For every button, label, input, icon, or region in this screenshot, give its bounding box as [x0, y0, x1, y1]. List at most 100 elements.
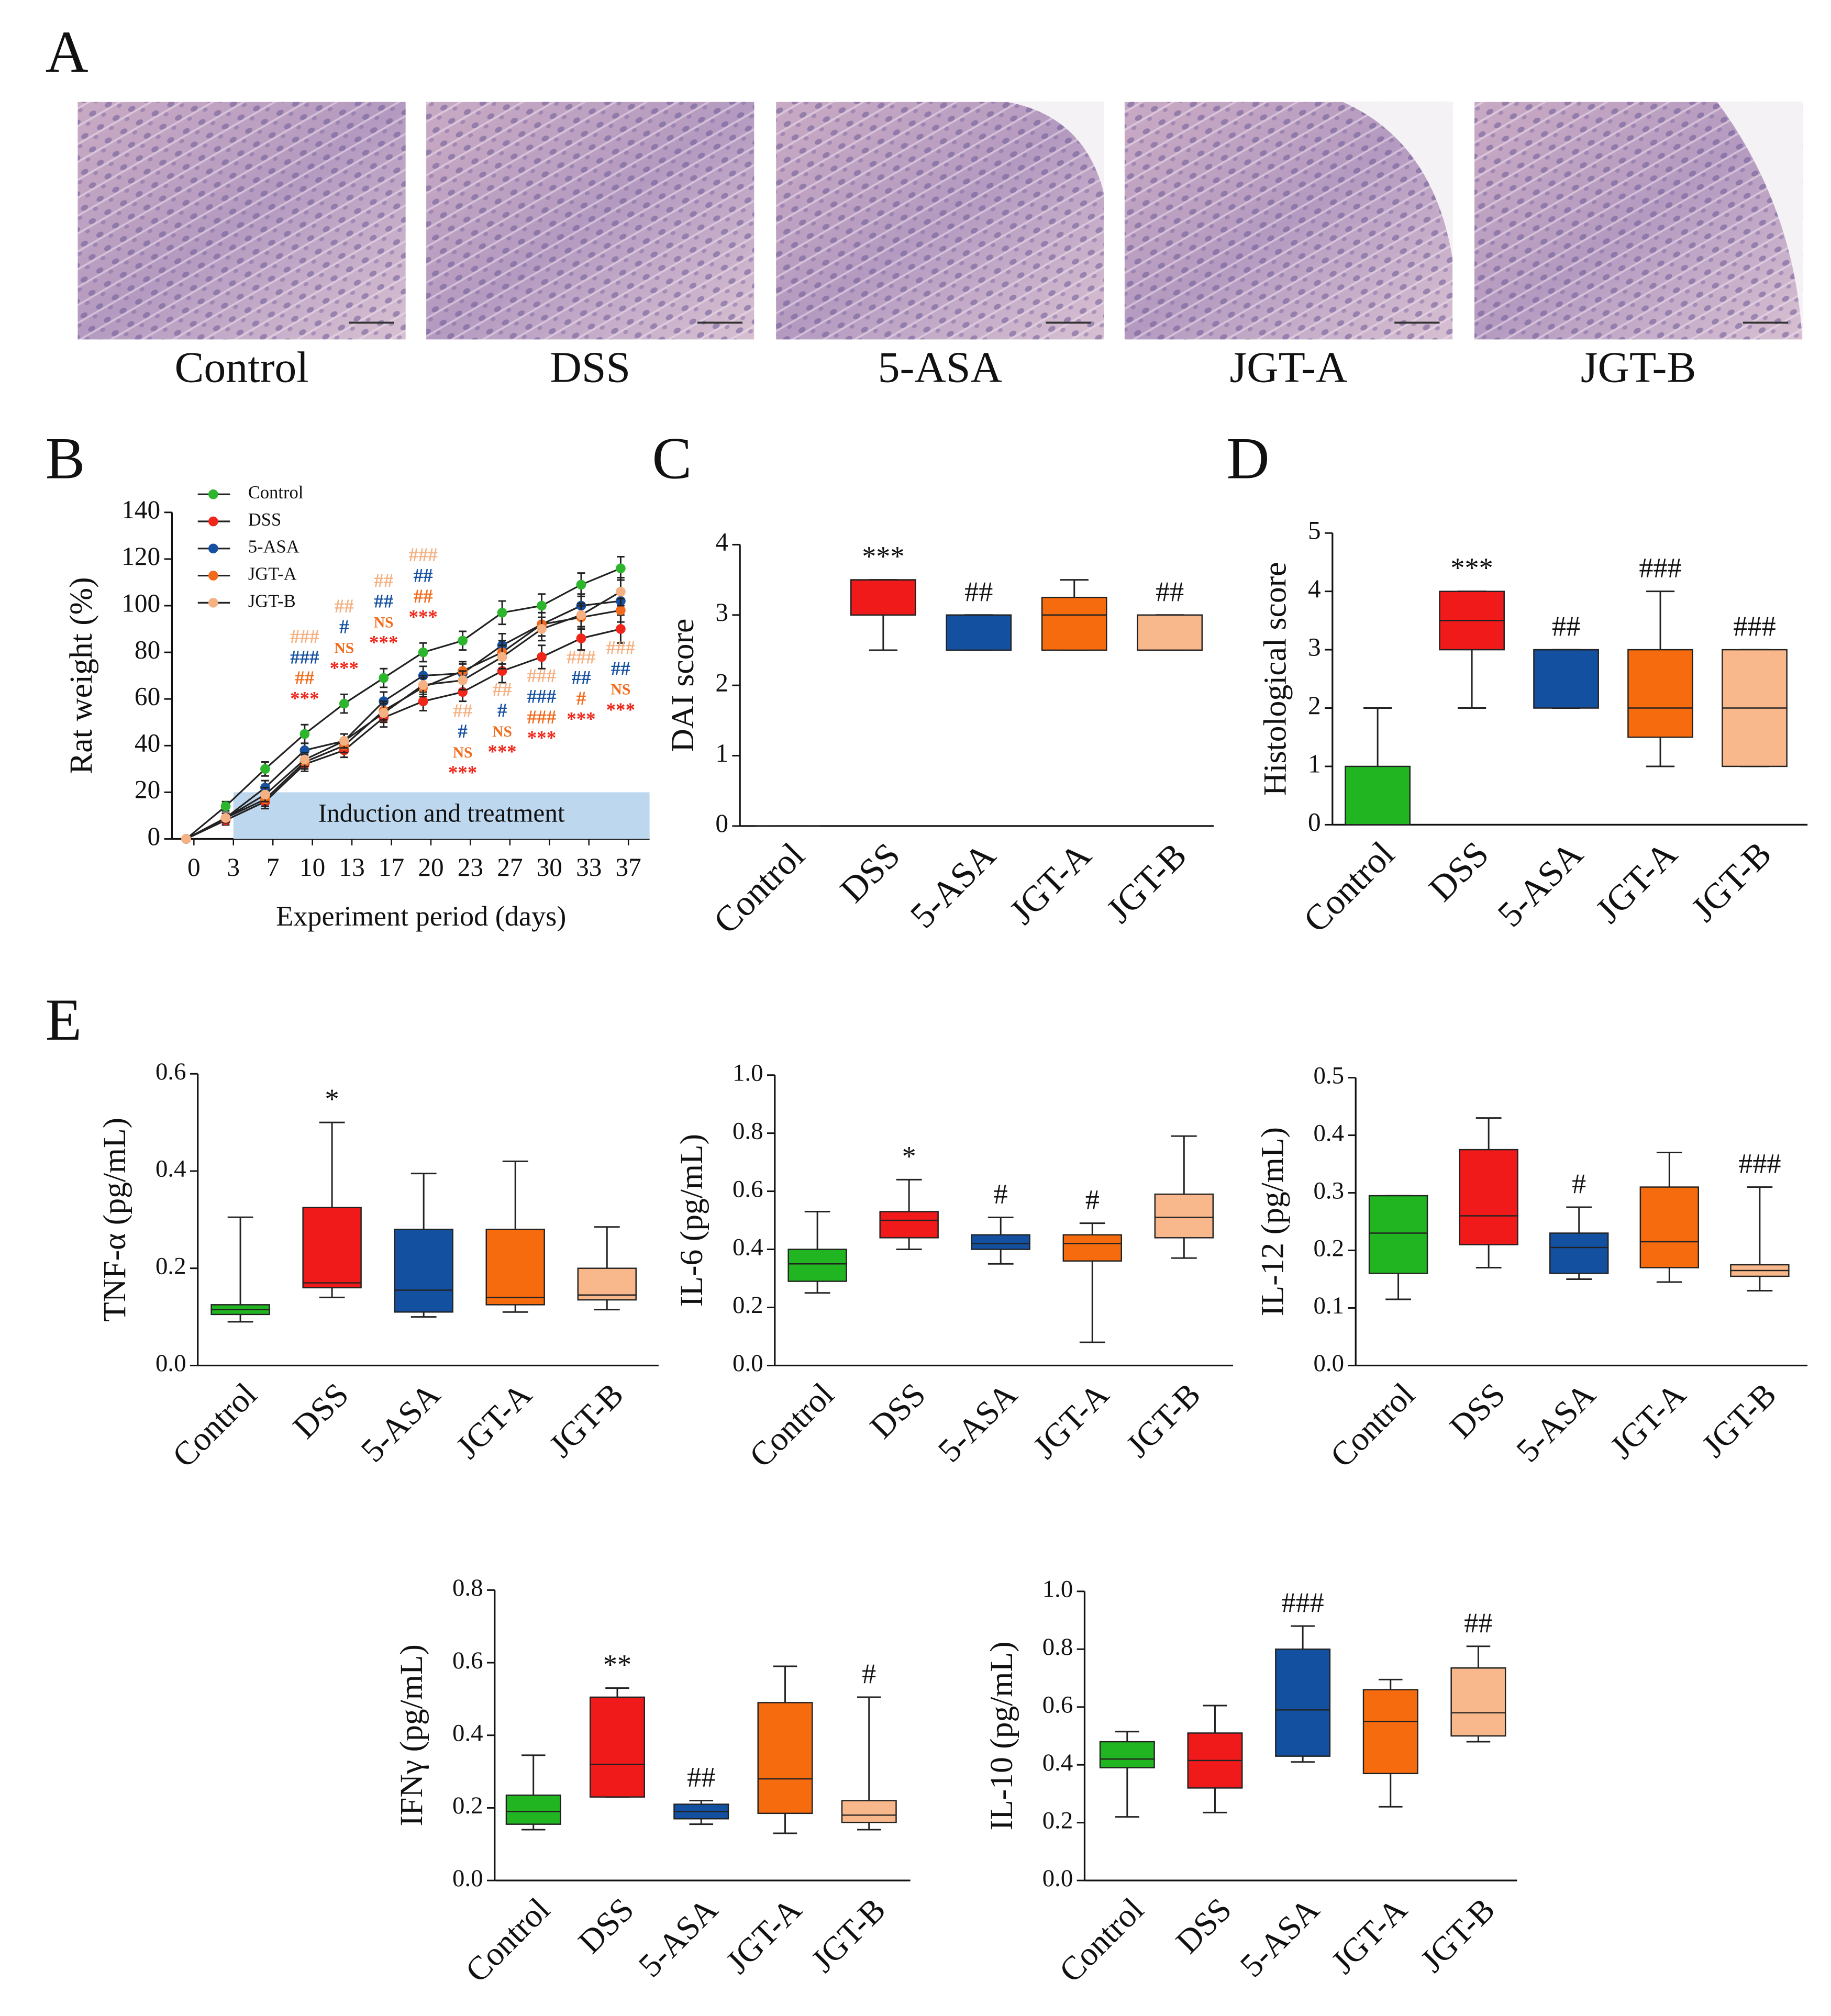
- significance-mark: #: [1572, 1168, 1586, 1199]
- point: [576, 580, 586, 590]
- y-tick-label: 1.0: [733, 1059, 763, 1086]
- legend-marker: [208, 543, 218, 554]
- x-tick-label: 23: [458, 853, 483, 882]
- significance-mark: *: [325, 1083, 339, 1115]
- legend-marker: [208, 516, 218, 527]
- y-tick-label: 2: [1308, 691, 1321, 720]
- y-tick-label: 60: [135, 682, 160, 711]
- significance-mark: ###: [1639, 552, 1681, 584]
- box: [1275, 1649, 1331, 1757]
- point: [616, 624, 626, 634]
- y-tick-label: 0.0: [1313, 1350, 1344, 1377]
- significance-mark: ##: [1156, 576, 1184, 607]
- significance-mark: ***: [862, 541, 904, 572]
- y-tick-label: 5: [1308, 516, 1321, 545]
- point: [458, 675, 468, 685]
- box: [302, 1207, 362, 1289]
- box: [1450, 1667, 1506, 1737]
- histology-label: Control: [174, 343, 308, 392]
- histology-image: [1474, 102, 1803, 340]
- significance-mark: NS: [611, 682, 630, 698]
- legend-label: 5-ASA: [248, 537, 299, 557]
- significance-mark: **: [603, 1649, 631, 1680]
- y-axis-label: IFNγ (pg/mL): [394, 1644, 429, 1826]
- y-axis-label: IL-12 (pg/mL): [1255, 1127, 1290, 1316]
- significance-mark: ##: [611, 658, 630, 679]
- significance-mark: ***: [330, 658, 359, 679]
- y-tick-label: 0.6: [733, 1175, 763, 1202]
- legend-label: DSS: [248, 510, 281, 530]
- legend-label: JGT-B: [248, 591, 296, 611]
- y-tick-label: 0.8: [1042, 1633, 1073, 1661]
- significance-mark: #: [862, 1658, 876, 1689]
- box: [1459, 1149, 1518, 1245]
- y-tick-label: 0: [715, 809, 728, 838]
- y-tick-label: 3: [1308, 632, 1321, 661]
- y-tick-label: 0.2: [1313, 1234, 1344, 1262]
- point: [418, 680, 428, 690]
- box: [946, 614, 1012, 651]
- histology-label: JGT-B: [1581, 343, 1696, 392]
- box: [485, 1229, 545, 1306]
- histology-label: JGT-A: [1229, 343, 1347, 392]
- histology-image: [1124, 102, 1453, 340]
- y-tick-label: 0.6: [156, 1058, 186, 1085]
- point: [537, 624, 547, 634]
- point: [616, 563, 626, 574]
- y-tick-label: 0.3: [1313, 1177, 1344, 1204]
- significance-mark: NS: [492, 723, 512, 740]
- legend-marker: [208, 571, 218, 581]
- point: [616, 605, 626, 616]
- x-tick-label: 30: [537, 853, 562, 882]
- significance-mark: ###: [1281, 1587, 1324, 1618]
- y-tick-label: 0.4: [1313, 1119, 1344, 1146]
- y-tick-label: 1: [715, 739, 728, 767]
- band-label: Induction and treatment: [318, 798, 565, 827]
- x-tick-label: 33: [576, 853, 602, 882]
- significance-mark: ##: [453, 700, 472, 721]
- point: [181, 834, 191, 844]
- significance-mark: ###: [527, 665, 556, 686]
- y-tick-label: 1.0: [1042, 1576, 1073, 1603]
- significance-mark: ##: [1464, 1607, 1492, 1639]
- y-tick-label: 3: [715, 598, 728, 627]
- y-tick-label: 0.2: [156, 1252, 186, 1279]
- significance-mark: ##: [295, 667, 314, 688]
- x-tick-label: 17: [379, 853, 404, 882]
- significance-mark: #: [339, 616, 349, 638]
- y-axis-label: TNF-α (pg/mL): [97, 1118, 132, 1322]
- box: [505, 1794, 561, 1825]
- x-tick-label: 37: [616, 853, 641, 882]
- y-tick-label: 0.0: [156, 1350, 186, 1377]
- histology-image: [426, 102, 754, 340]
- point: [260, 764, 270, 774]
- significance-mark: *: [902, 1140, 916, 1172]
- series-line: [185, 567, 622, 840]
- significance-mark: ##: [374, 570, 393, 591]
- significance-mark: ###: [1738, 1148, 1781, 1179]
- point: [576, 633, 586, 643]
- box: [1041, 596, 1107, 651]
- significance-mark: #: [458, 720, 467, 742]
- significance-mark: ***: [369, 631, 398, 653]
- y-tick-label: 0.8: [733, 1117, 763, 1144]
- legend-marker: [208, 489, 218, 499]
- point: [497, 652, 507, 662]
- y-tick-label: 0.2: [452, 1792, 483, 1819]
- y-tick-label: 4: [715, 528, 728, 556]
- y-tick-label: 40: [135, 729, 160, 758]
- significance-mark: ##: [493, 679, 512, 700]
- y-tick-label: 0.6: [452, 1647, 483, 1674]
- legend-label: JGT-A: [248, 564, 297, 584]
- legend-marker: [208, 597, 218, 608]
- significance-mark: ###: [606, 637, 635, 658]
- series-line: [185, 628, 621, 840]
- significance-mark: ##: [571, 667, 591, 688]
- point: [537, 652, 547, 662]
- y-tick-label: 140: [121, 495, 160, 524]
- significance-mark: ##: [414, 585, 433, 607]
- significance-mark: ***: [408, 606, 437, 627]
- treatment-band: [233, 792, 650, 839]
- significance-mark: ##: [1552, 610, 1580, 642]
